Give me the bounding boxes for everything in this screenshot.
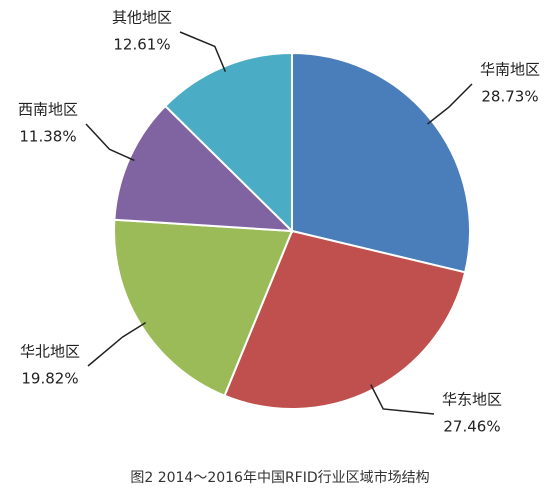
category-label: 华北地区 (20, 343, 80, 361)
value-label: 11.38% (19, 128, 76, 146)
leader-line (427, 83, 473, 125)
value-label: 19.82% (21, 370, 78, 388)
chart-title: 图2 2014～2016年中国RFID行业区域市场结构 (130, 469, 429, 486)
value-label: 27.46% (443, 418, 500, 436)
leader-line (87, 321, 147, 367)
value-label: 12.61% (113, 36, 170, 54)
category-label: 西南地区 (18, 101, 78, 119)
leader-line (85, 123, 135, 162)
category-label: 华东地区 (442, 391, 502, 409)
value-label: 28.73% (481, 88, 538, 106)
category-label: 华南地区 (480, 61, 540, 79)
leader-line (179, 31, 227, 73)
leader-line (370, 384, 435, 415)
category-label: 其他地区 (112, 9, 172, 27)
